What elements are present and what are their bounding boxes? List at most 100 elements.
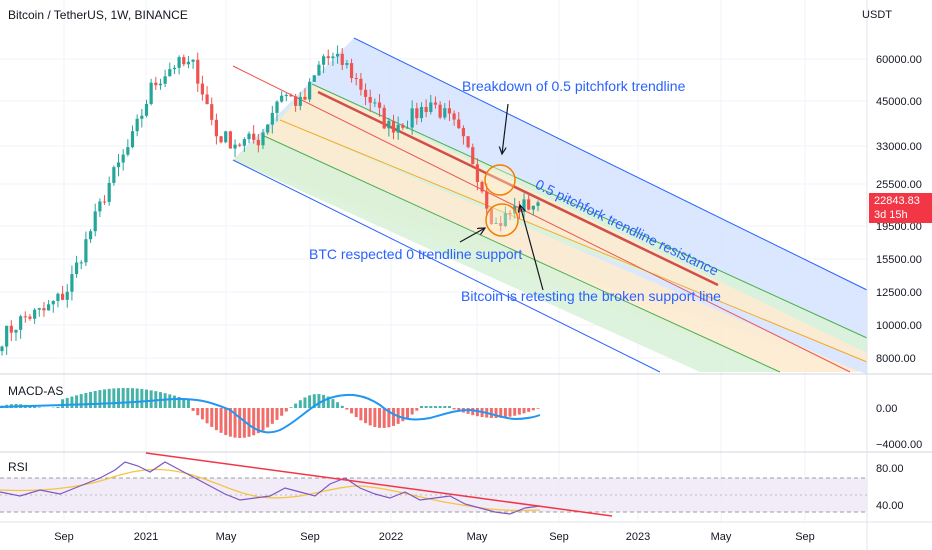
breakdown-arrow bbox=[502, 103, 509, 154]
candle-body bbox=[224, 131, 228, 143]
macd-histogram-bar bbox=[457, 408, 461, 412]
macd-histogram-bar bbox=[131, 388, 135, 408]
rsi-band bbox=[0, 478, 867, 512]
candle-body bbox=[284, 94, 288, 96]
macd-histogram-bar bbox=[126, 388, 130, 408]
pitchfork-line-2 bbox=[261, 134, 781, 373]
candle-body bbox=[186, 61, 191, 65]
macd-tick-label: 0.00 bbox=[876, 403, 897, 415]
candle-body bbox=[303, 96, 307, 100]
macd-histogram-bar bbox=[401, 408, 405, 422]
candle-body bbox=[256, 139, 260, 146]
time-tick-label: Sep bbox=[549, 531, 569, 543]
candle-body bbox=[322, 56, 326, 65]
price-candles bbox=[0, 45, 540, 356]
macd-histogram-bar bbox=[210, 408, 214, 427]
annotation-breakdown: Breakdown of 0.5 pitchfork trendline bbox=[462, 78, 686, 94]
macd-histogram-bar bbox=[317, 394, 321, 408]
support-circle bbox=[485, 203, 519, 237]
macd-histogram-bar bbox=[503, 408, 507, 418]
macd-histogram-bar bbox=[233, 408, 237, 438]
pitchfork-lower-green-band bbox=[233, 135, 780, 372]
macd-histogram-bar bbox=[186, 399, 190, 408]
macd-histogram-bar bbox=[433, 406, 437, 408]
candle-body bbox=[19, 316, 23, 330]
time-tick-label: Sep bbox=[54, 531, 74, 543]
candle-body bbox=[56, 293, 60, 302]
macd-histogram-bar bbox=[219, 408, 223, 433]
candle-body bbox=[429, 102, 433, 112]
time-tick-label: May bbox=[711, 531, 732, 543]
macd-histogram-bar bbox=[410, 408, 414, 415]
candle-body bbox=[424, 106, 428, 112]
price-tick-label: 60000.00 bbox=[876, 54, 922, 66]
macd-histogram-bar bbox=[527, 408, 531, 412]
candle-body bbox=[266, 124, 270, 133]
candle-body bbox=[238, 144, 242, 146]
time-tick-label: 2023 bbox=[626, 531, 650, 543]
pitchfork-median bbox=[232, 65, 851, 373]
macd-histogram-bar bbox=[84, 392, 88, 408]
candle-body bbox=[88, 231, 93, 240]
macd-histogram-bar bbox=[37, 407, 41, 408]
rsi-tick-label: 40.00 bbox=[876, 500, 904, 512]
macd-histogram-bar bbox=[135, 388, 139, 408]
macd-histogram-bar bbox=[452, 408, 456, 410]
candle-body bbox=[531, 205, 535, 210]
macd-histogram-bar bbox=[354, 408, 358, 418]
candle-body bbox=[93, 211, 97, 232]
price-tick-label: 45000.00 bbox=[876, 96, 922, 108]
breakdown-circle bbox=[484, 164, 516, 196]
candle-body bbox=[200, 83, 205, 95]
candle-body bbox=[527, 199, 531, 210]
candle-body bbox=[149, 82, 153, 104]
candle-body bbox=[14, 329, 18, 333]
candle-body bbox=[345, 63, 349, 65]
macd-histogram-bar bbox=[443, 406, 447, 408]
macd-histogram-bar bbox=[405, 408, 409, 419]
macd-histogram-bar bbox=[340, 405, 344, 408]
candle-body bbox=[84, 239, 88, 263]
retest-arrow bbox=[520, 205, 544, 291]
macd-histogram-bar bbox=[284, 408, 288, 412]
candle-body bbox=[415, 108, 419, 119]
macd-histogram-bar bbox=[121, 388, 125, 408]
macd-histogram-bar bbox=[298, 400, 302, 408]
macd-histogram-bar bbox=[196, 408, 200, 416]
candle-body bbox=[326, 56, 330, 59]
candle-body bbox=[205, 94, 209, 105]
candle-body bbox=[112, 167, 116, 183]
macd-histogram-bar bbox=[494, 408, 498, 418]
macd-histogram-bar bbox=[471, 408, 475, 416]
macd-histogram-bar bbox=[79, 394, 83, 408]
macd-histogram-bar bbox=[350, 408, 354, 414]
macd-histogram-bar bbox=[308, 395, 312, 408]
macd-histogram-bar bbox=[252, 408, 256, 436]
candle-body bbox=[247, 133, 251, 140]
chart-title: Bitcoin / TetherUS, 1W, BINANCE bbox=[8, 8, 188, 22]
macd-histogram-bar bbox=[429, 406, 433, 408]
macd-histogram-bar bbox=[214, 408, 218, 431]
macd-histogram-bar bbox=[168, 394, 172, 408]
candle-countdown: 3d 15h bbox=[874, 209, 908, 221]
candle-body bbox=[210, 104, 214, 120]
candle-body bbox=[102, 201, 107, 203]
time-tick-label: May bbox=[467, 531, 488, 543]
candle-body bbox=[0, 346, 4, 352]
price-axis-ticks: 60000.00 45000.00 33000.00 25500.00 19500.00… bbox=[54, 54, 922, 543]
candle-body bbox=[377, 102, 382, 108]
macd-histogram-bar bbox=[424, 406, 428, 408]
candle-body bbox=[396, 124, 400, 133]
macd-histogram-bar bbox=[228, 408, 232, 437]
macd-histogram-bar bbox=[224, 408, 228, 436]
macd-histogram-bar bbox=[378, 408, 382, 428]
macd-histogram-bar bbox=[65, 397, 69, 408]
macd-histogram-bar bbox=[242, 408, 246, 438]
candle-body bbox=[23, 316, 27, 318]
macd-histogram-bar bbox=[536, 408, 540, 409]
candle-body bbox=[270, 112, 274, 125]
macd-histogram-bar bbox=[270, 408, 274, 424]
price-tick-label: 19500.00 bbox=[876, 221, 922, 233]
candle-body bbox=[298, 96, 302, 106]
